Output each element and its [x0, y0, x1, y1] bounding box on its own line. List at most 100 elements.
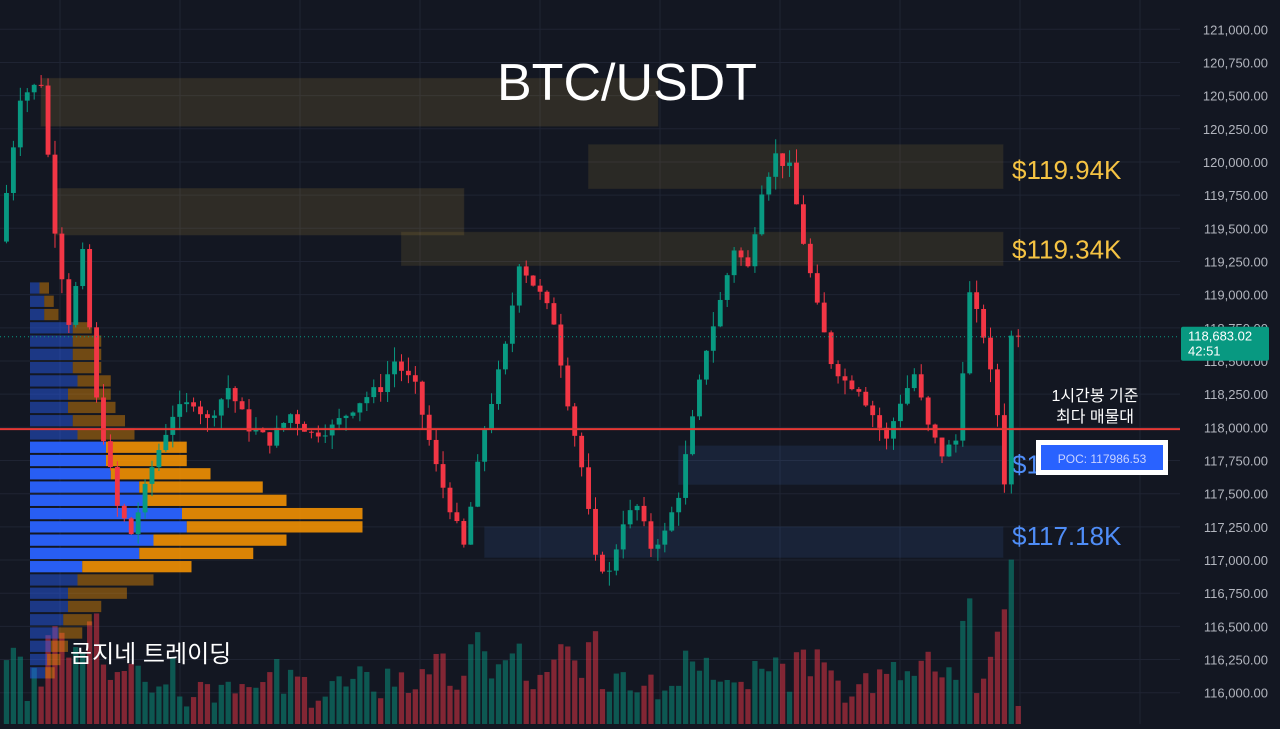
volume-profile-buy [30, 574, 78, 586]
volume-profile-buy [30, 614, 64, 626]
candle-body [447, 487, 453, 513]
price-tick-label: 116,250.00 [1204, 653, 1268, 668]
candle-body [953, 440, 959, 445]
volume-bar [509, 653, 515, 724]
volume-bar [177, 696, 183, 724]
candle-body [509, 305, 515, 344]
chart-grid [0, 0, 1180, 724]
candle-body [558, 324, 564, 366]
volume-bar [606, 691, 613, 724]
volume-bar [800, 649, 807, 724]
volume-profile-sell [186, 521, 363, 533]
volume-bar [260, 682, 266, 724]
volume-bar [710, 679, 716, 724]
candle-body [856, 389, 862, 392]
volume-bar [1015, 705, 1021, 724]
volume-bar [544, 671, 550, 724]
candle-body [440, 464, 446, 488]
candle-body [405, 370, 411, 376]
candle-body [835, 364, 841, 377]
volume-bar [149, 692, 155, 724]
volume-profile-sell [44, 308, 59, 321]
volume-profile-buy [30, 494, 144, 506]
volume-bar [398, 672, 405, 724]
price-tick-label: 119,000.00 [1204, 288, 1268, 303]
candle-body [995, 369, 1000, 416]
candle-body [322, 435, 328, 437]
volume-profile-buy [30, 295, 45, 307]
candle-body [710, 326, 716, 351]
volume-bar [717, 681, 723, 724]
volume-bar [412, 689, 418, 724]
volume-profile-sell [68, 600, 102, 613]
candle-body [288, 414, 294, 423]
price-tick-label: 120,500.00 [1203, 89, 1268, 104]
candle-body [849, 380, 855, 390]
candle-body [253, 429, 259, 432]
candle-body [911, 374, 917, 389]
candle-body [537, 285, 543, 292]
candle-body [350, 412, 356, 416]
volume-bar [142, 681, 148, 724]
volume-bar [987, 656, 994, 724]
volume-profile-buy [30, 454, 106, 467]
volume-bar [391, 686, 398, 724]
volume-profile-buy [30, 521, 187, 533]
volume-bar [24, 700, 30, 724]
candle-body [232, 388, 238, 402]
volume-bar [738, 681, 744, 724]
candle-body [184, 402, 190, 405]
candle-body [191, 402, 197, 407]
candle-body [807, 243, 813, 274]
volume-bar [197, 681, 204, 724]
volume-bar [17, 656, 23, 724]
candle-body [468, 506, 474, 545]
candle-body [128, 518, 134, 535]
volume-bar [371, 691, 377, 724]
candle-body [475, 461, 481, 507]
candle-body [523, 266, 529, 276]
candle-body [766, 176, 772, 195]
volume-bar [814, 649, 820, 724]
candle-body [787, 162, 792, 166]
volume-profile-sell [68, 587, 127, 599]
candle-body [87, 249, 93, 328]
volume-bar [315, 700, 321, 724]
candle-body [149, 467, 155, 484]
volume-profile-buy [30, 667, 46, 679]
volume-bar [475, 632, 481, 724]
volume-bar [322, 696, 328, 724]
candle-body [1001, 415, 1007, 485]
volume-bar [724, 679, 730, 724]
volume-bars [3, 559, 1021, 724]
volume-profile-buy [30, 428, 78, 440]
volume-bar [440, 653, 446, 724]
candle-body [960, 373, 966, 441]
volume-bar [807, 676, 813, 724]
volume-bar [939, 677, 945, 724]
level-zone [400, 231, 1004, 266]
volume-bar [1001, 609, 1008, 724]
candle-body [364, 397, 370, 404]
candle-body [683, 454, 689, 498]
volume-bar [73, 647, 79, 724]
volume-bar [779, 663, 786, 724]
volume-bar [786, 691, 793, 724]
price-tick-label: 117,750.00 [1204, 454, 1268, 469]
volume-bar [835, 680, 841, 724]
candle-body [267, 432, 273, 446]
volume-profile-buy [30, 547, 140, 560]
volume-bar [128, 663, 134, 724]
volume-bar [863, 673, 869, 724]
volume-bar [793, 652, 800, 724]
candle-body [703, 350, 709, 380]
candle-body [170, 416, 176, 435]
price-axis[interactable]: 121,000.00 120,750.00 120,500.00 120,250.00… [1180, 0, 1280, 724]
candle-body [302, 423, 307, 432]
candle-body [121, 505, 127, 519]
price-tick-label: 117,250.00 [1204, 520, 1268, 535]
volume-bar [232, 693, 238, 724]
volume-bar [849, 696, 855, 724]
